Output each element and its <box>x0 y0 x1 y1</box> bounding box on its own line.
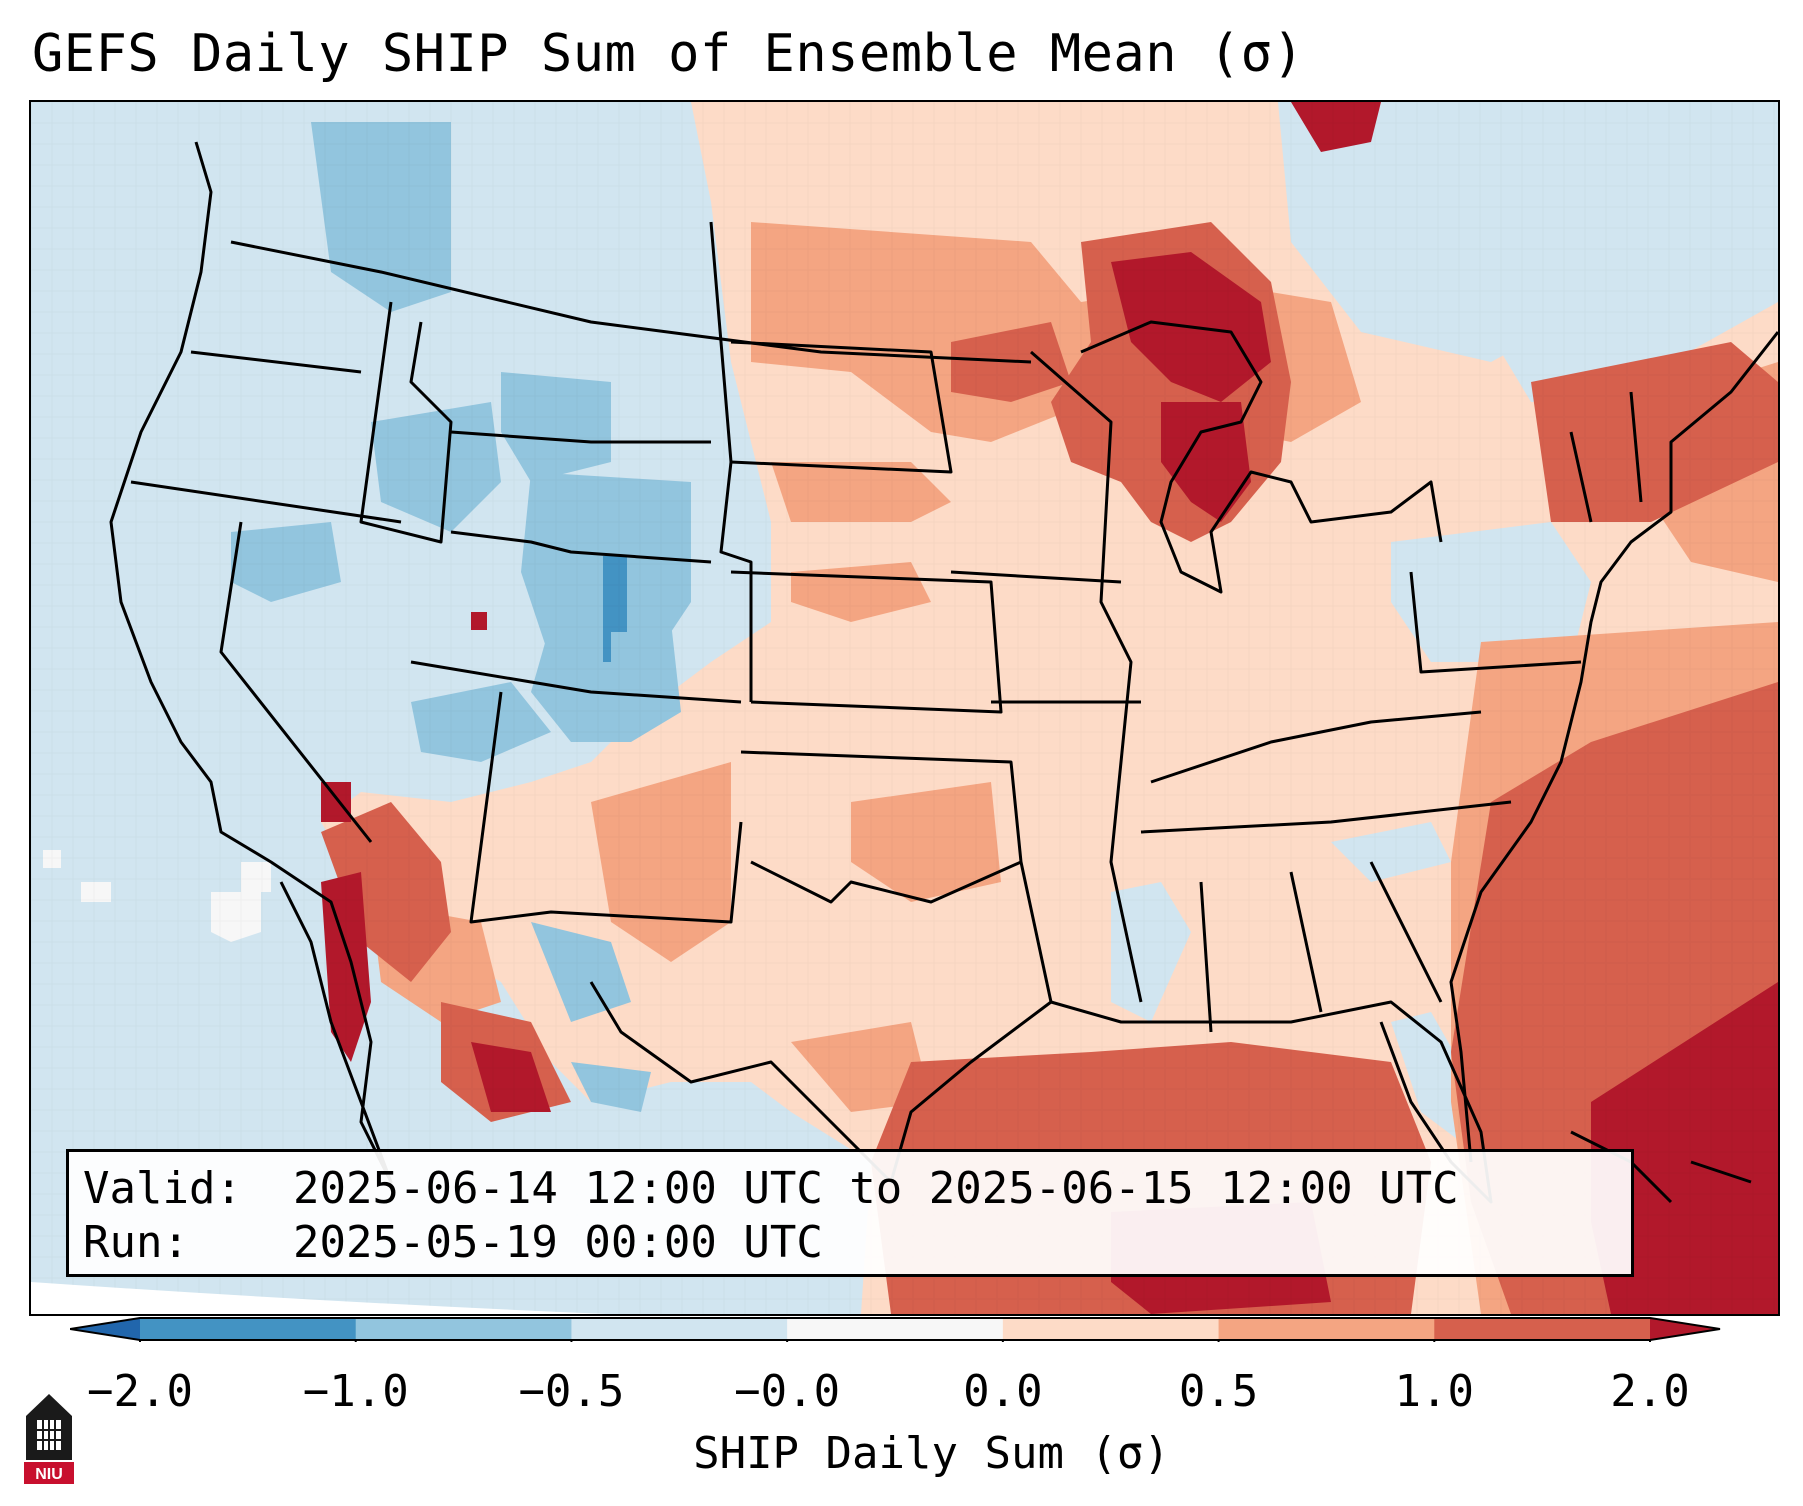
colorbar-tick-label: −1.0 <box>302 1366 409 1417</box>
state-line-nebraska-kansas <box>730 570 1003 714</box>
state-line-oregon-washington <box>190 350 362 374</box>
state-line-new-england <box>1569 391 1643 523</box>
valid-value: 2025-06-14 12:00 UTC to 2025-06-15 12:00… <box>293 1163 1459 1214</box>
chart-title: GEFS Daily SHIP Sum of Ensemble Mean (σ) <box>32 24 1305 84</box>
logo-window-grid <box>37 1420 61 1450</box>
logo-banner <box>24 1462 74 1484</box>
valid-label: Valid: <box>83 1163 242 1214</box>
colorbar-bin <box>787 1318 1004 1340</box>
colorbar-tick-label: −2.0 <box>87 1366 193 1417</box>
canada-us-border <box>230 240 1032 364</box>
state-line-kentucky <box>1150 710 1482 784</box>
gulf-coast <box>1050 1000 1493 1204</box>
state-line-alabama-georgia <box>1199 861 1443 1033</box>
state-line-colorado-east <box>709 221 753 702</box>
colorbar-tick-label: −0.0 <box>734 1366 841 1417</box>
colorbar-bin <box>1002 1318 1220 1340</box>
state-line-dakotas <box>730 340 953 474</box>
niu-logo: NIU <box>24 1394 74 1484</box>
colorbar-bin <box>1434 1318 1651 1340</box>
west-coastline <box>109 141 393 1184</box>
colorbar-extend-high <box>1650 1318 1720 1340</box>
run-value: 2025-05-19 00:00 UTC <box>293 1217 823 1268</box>
colorbar-label: SHIP Daily Sum (σ) <box>693 1428 1170 1479</box>
state-line-iowa-missouri <box>950 570 1141 704</box>
state-line-montana-wyoming <box>450 430 711 444</box>
state-line-tennessee <box>1140 800 1512 834</box>
state-line-nevada <box>219 521 373 843</box>
state-line-ohio-pennsylvania <box>1409 571 1582 674</box>
map-panel <box>29 100 1780 1316</box>
colorbar-tick-label: −0.5 <box>518 1366 625 1417</box>
run-row: Run: 2025-05-19 00:00 UTC <box>83 1216 1617 1270</box>
colorbar-bin <box>140 1318 357 1340</box>
colorbar-tick-label: 0.0 <box>963 1366 1043 1417</box>
colorbar <box>70 1317 1721 1342</box>
logo-text: NIU <box>35 1466 63 1483</box>
run-label: Run: <box>83 1217 189 1268</box>
political-boundaries <box>109 141 1778 1204</box>
valid-row: Valid: 2025-06-14 12:00 UTC to 2025-06-1… <box>83 1162 1617 1216</box>
state-line-new-mexico <box>469 691 743 924</box>
colorbar-bin <box>1218 1318 1435 1340</box>
validity-info-box: Valid: 2025-06-14 12:00 UTC to 2025-06-1… <box>66 1149 1634 1277</box>
colorbar-extend-low <box>70 1318 140 1340</box>
mississippi-river-line <box>1030 350 1143 1003</box>
colorbar-tick-label: 1.0 <box>1394 1366 1475 1417</box>
state-line-oregon-california <box>130 480 402 524</box>
colorbar-bin <box>355 1318 572 1340</box>
map-canvas <box>31 102 1778 1314</box>
colorbar-tick-label: 2.0 <box>1610 1366 1690 1417</box>
colorbar-bin <box>571 1318 788 1340</box>
state-line-oklahoma-texas <box>740 750 1023 904</box>
state-line-idaho <box>359 301 453 544</box>
great-lakes-outline <box>1080 320 1443 594</box>
state-line-utah-arizona <box>410 660 742 704</box>
state-line-wyoming-colorado <box>450 530 712 564</box>
colorbar-tick-label: 0.5 <box>1178 1366 1259 1417</box>
east-coast <box>1449 331 1778 1163</box>
